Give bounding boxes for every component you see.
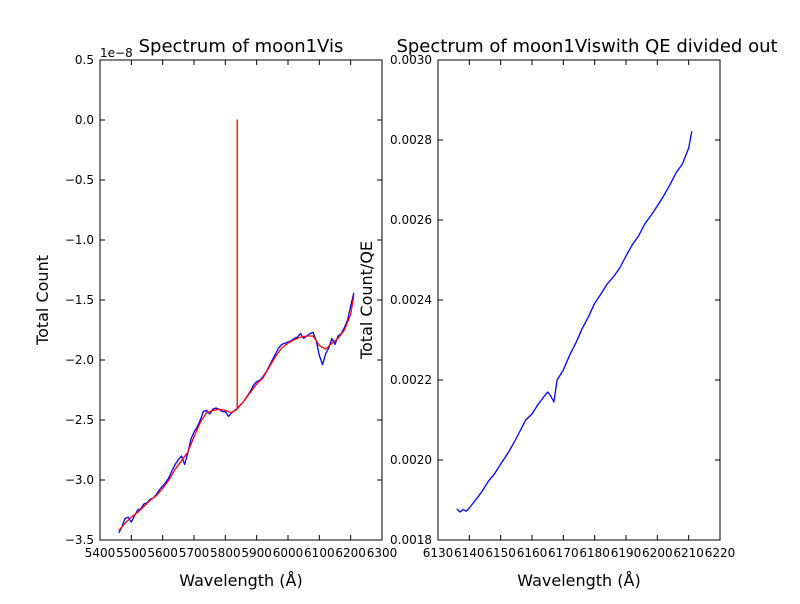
x-tick-label: 5900 <box>241 546 272 560</box>
left-plot-frame <box>99 59 383 541</box>
y-tick-label: −3.0 <box>65 473 94 487</box>
y-tick-label: 0.0020 <box>390 453 432 467</box>
x-tick-label: 6210 <box>673 546 704 560</box>
y-tick-label: 0.0018 <box>390 533 432 547</box>
y-tick-label: 0.0030 <box>390 53 432 67</box>
x-tick-label: 6300 <box>367 546 398 560</box>
left-plot-ticks: 5400 5500 5600 5700 5800 5900 6000 6100 6200 6300… <box>65 53 397 560</box>
x-tick-label: 6000 <box>273 546 304 560</box>
y-tick-label: −1.0 <box>65 233 94 247</box>
x-tick-label: 6130 <box>423 546 454 560</box>
right-plot-frame <box>437 59 721 541</box>
right-plot-xlabel: Wavelength (Å) <box>517 571 640 590</box>
right-plot-series <box>456 131 693 513</box>
y-tick-label: −2.5 <box>65 413 94 427</box>
y-tick-label: 0.0 <box>75 113 94 127</box>
right-plot-title: Spectrum of moon1Viswith QE divided out <box>396 36 777 57</box>
y-tick-label: 0.0024 <box>390 293 432 307</box>
y-tick-label: −1.5 <box>65 293 94 307</box>
x-tick-label: 5400 <box>85 546 116 560</box>
left-plot-xlabel: Wavelength (Å) <box>179 571 302 590</box>
x-tick-label: 6200 <box>335 546 366 560</box>
y-tick-label: 0.0028 <box>390 133 432 147</box>
x-tick-label: 5500 <box>116 546 147 560</box>
x-tick-label: 6150 <box>485 546 516 560</box>
left-plot-offset-text: 1e−8 <box>100 46 133 60</box>
y-tick-label: 0.5 <box>75 53 94 67</box>
x-tick-label: 6190 <box>611 546 642 560</box>
right-plot: 6130 6140 6150 6160 6170 6180 6190 6200 6210 6220… <box>357 36 778 590</box>
left-plot-series <box>118 119 355 534</box>
y-tick-label: 0.0022 <box>390 373 432 387</box>
y-tick-label: −2.0 <box>65 353 94 367</box>
series-line-spectrum-qe <box>456 131 693 513</box>
x-tick-label: 6220 <box>705 546 736 560</box>
right-plot-ylabel: Total Count/QE <box>357 241 376 360</box>
x-tick-label: 6180 <box>579 546 610 560</box>
y-tick-label: −0.5 <box>65 173 94 187</box>
y-tick-label: 0.0026 <box>390 213 432 227</box>
right-plot-ticks: 6130 6140 6150 6160 6170 6180 6190 6200 6210 6220… <box>390 53 735 560</box>
x-tick-label: 6170 <box>548 546 579 560</box>
x-tick-label: 5600 <box>147 546 178 560</box>
y-tick-label: −3.5 <box>65 533 94 547</box>
series-line-smoothed-fit <box>118 119 355 531</box>
left-plot-title: Spectrum of moon1Vis <box>139 36 344 57</box>
x-tick-label: 5800 <box>210 546 241 560</box>
left-plot-ylabel: Total Count <box>33 255 52 346</box>
left-plot: 5400 5500 5600 5700 5800 5900 6000 6100 6200 6300… <box>33 36 397 590</box>
x-tick-label: 5700 <box>179 546 210 560</box>
x-tick-label: 6160 <box>517 546 548 560</box>
x-tick-label: 6140 <box>454 546 485 560</box>
x-tick-label: 6200 <box>642 546 673 560</box>
x-tick-label: 6100 <box>304 546 335 560</box>
